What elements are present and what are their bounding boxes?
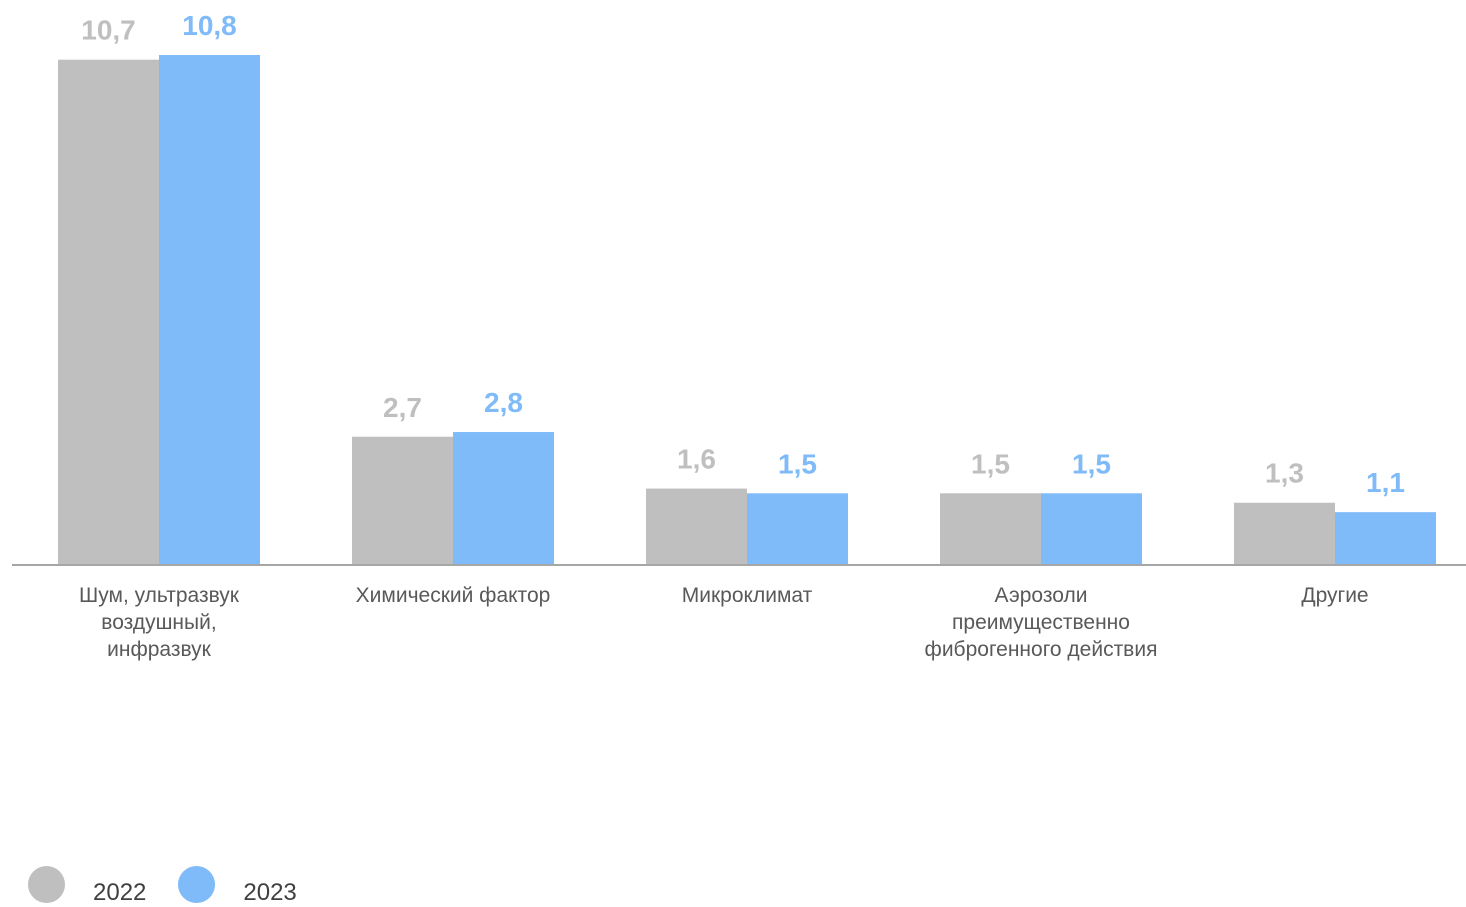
bar-2022-0 xyxy=(58,59,159,565)
category-label-line: преимущественно xyxy=(952,611,1130,634)
category-label-line: фиброгенного действия xyxy=(925,638,1158,661)
legend-swatch-2023 xyxy=(178,866,216,903)
legend-label-2023: 2023 xyxy=(243,878,297,906)
category-label-4: Другие xyxy=(1301,584,1368,607)
bar-2023-3 xyxy=(1041,493,1142,564)
bar-2022-1 xyxy=(352,436,453,564)
value-label-2023-0: 10,8 xyxy=(182,10,237,41)
value-label-2023-1: 2,8 xyxy=(484,387,523,418)
value-label-2023-3: 1,5 xyxy=(1072,448,1111,479)
value-label-2023-2: 1,5 xyxy=(778,448,817,479)
value-label-2022-3: 1,5 xyxy=(971,448,1010,479)
category-label-1: Химический фактор xyxy=(356,584,551,607)
value-label-2022-1: 2,7 xyxy=(383,392,422,423)
value-label-2022-2: 1,6 xyxy=(677,444,716,475)
bar-2023-1 xyxy=(453,432,554,564)
category-label-line: Другие xyxy=(1301,584,1368,607)
bar-2022-2 xyxy=(646,488,747,564)
value-label-2023-4: 1,1 xyxy=(1366,467,1405,498)
category-label-line: воздушный, xyxy=(101,611,216,634)
category-label-line: инфразвук xyxy=(107,638,212,661)
value-label-2022-4: 1,3 xyxy=(1265,458,1304,489)
category-label-3: Аэрозоли преимущественно фиброгенного дейс… xyxy=(925,584,1158,661)
bars-group xyxy=(58,55,1436,565)
legend-swatch-2022 xyxy=(28,866,65,903)
category-label-line: Микроклимат xyxy=(682,584,813,607)
legend: 2022 2023 xyxy=(28,866,329,906)
category-label-2: Микроклимат xyxy=(682,584,813,607)
category-labels-group: Шум, ультразвук воздушный, инфразвук Химиче… xyxy=(79,584,1369,661)
value-label-2022-0: 10,7 xyxy=(81,15,136,46)
category-label-line: Шум, ультразвук xyxy=(79,584,240,607)
value-labels-group: 10,7 10,8 2,7 2,8 1,6 1,5 1,5 1,5 1,3 1,1 xyxy=(81,10,1405,498)
category-label-line: Химический фактор xyxy=(356,584,551,607)
legend-item-2023: 2023 xyxy=(178,866,297,906)
bar-2023-0 xyxy=(159,55,260,564)
bar-2022-4 xyxy=(1234,502,1335,564)
category-label-0: Шум, ультразвук воздушный, инфразвук xyxy=(79,584,240,661)
bar-2023-4 xyxy=(1335,512,1436,564)
bar-2023-2 xyxy=(747,493,848,564)
bar-2022-3 xyxy=(940,493,1041,564)
category-label-line: Аэрозоли xyxy=(995,584,1088,607)
legend-item-2022: 2022 xyxy=(28,866,146,906)
legend-label-2022: 2022 xyxy=(93,878,147,906)
